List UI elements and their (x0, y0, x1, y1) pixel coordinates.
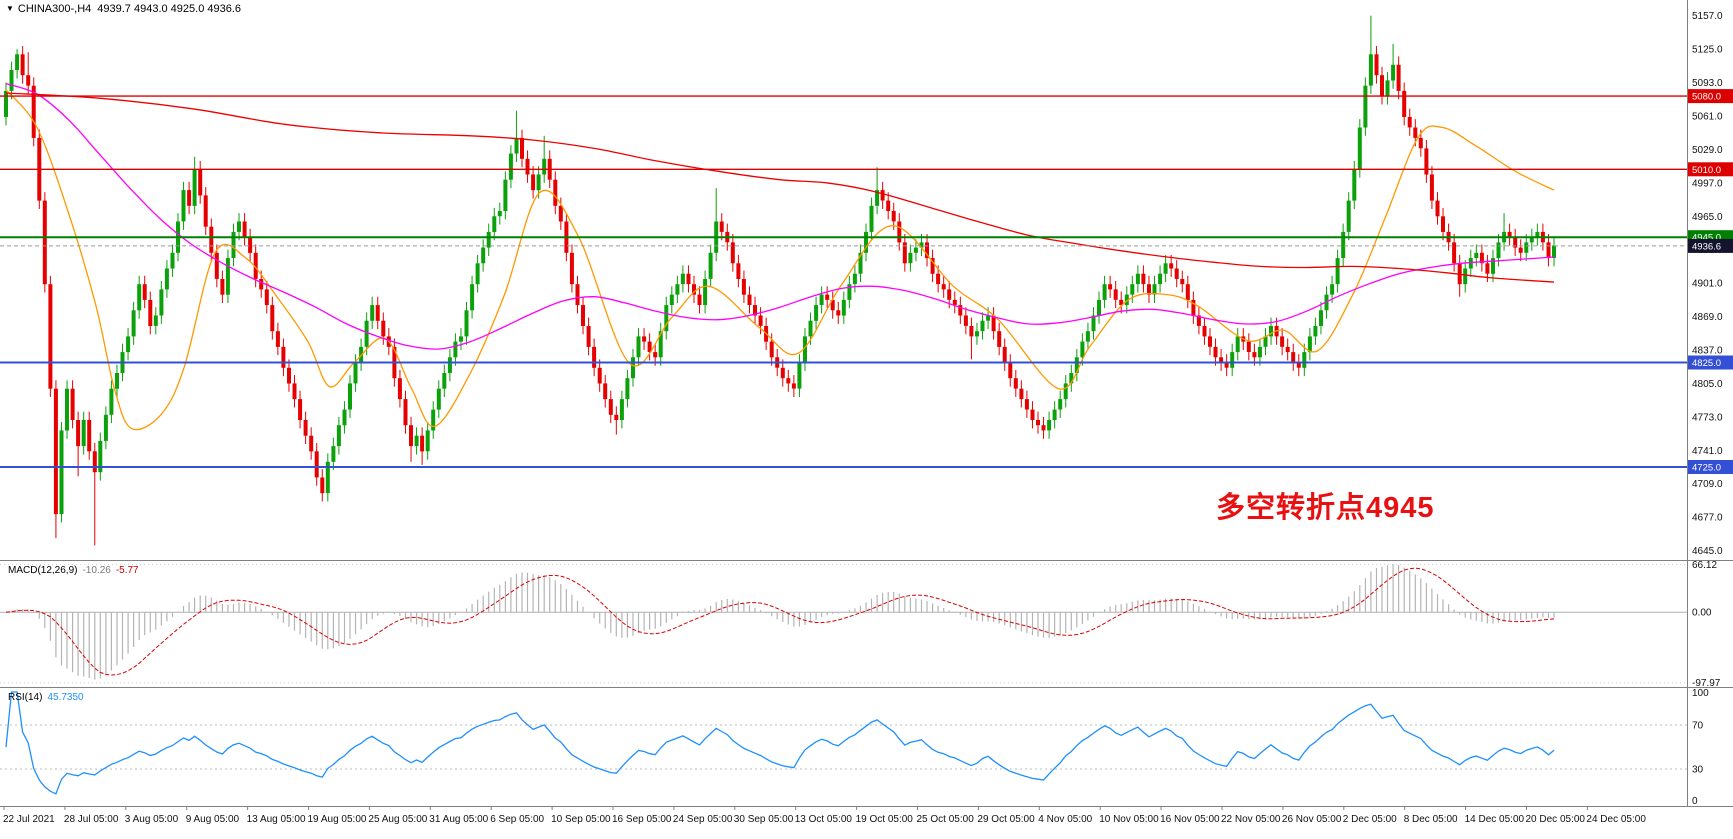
time-axis-label: 14 Dec 05:00 (1465, 814, 1525, 825)
price-badge (1688, 89, 1733, 104)
rsi-indicator-label: RSI(14) 45.7350 (8, 692, 89, 703)
time-axis-label: 26 Nov 05:00 (1282, 814, 1342, 825)
price-badge-label: 4945.0 (1692, 233, 1721, 244)
moving-averages (5, 82, 1555, 431)
time-axis-label: 2 Dec 05:00 (1343, 814, 1397, 825)
price-axis-label: 4709.0 (1692, 479, 1723, 490)
price-badge-label: 5010.0 (1692, 165, 1721, 176)
price-badge (1688, 460, 1733, 474)
time-axis-label: 9 Aug 05:00 (186, 814, 240, 825)
price-badge (1688, 162, 1733, 177)
ma-fast-orange (5, 89, 1555, 431)
price-axis-label: 4741.0 (1692, 446, 1723, 457)
price-badge (1688, 238, 1733, 253)
price-axis-label: 4773.0 (1692, 412, 1723, 423)
time-axis-label: 24 Sep 05:00 (673, 814, 733, 825)
macd-name: MACD(12,26,9) (8, 565, 78, 576)
price-axis-label: 4901.0 (1692, 279, 1723, 290)
price-axis-label: 4677.0 (1692, 513, 1723, 524)
time-axis-label: 29 Oct 05:00 (977, 814, 1035, 825)
rsi-line (5, 691, 1555, 795)
rsi-axis-label: 0 (1692, 796, 1698, 807)
time-axis-label: 25 Oct 05:00 (917, 814, 975, 825)
time-axis-label: 20 Dec 05:00 (1526, 814, 1586, 825)
time-axis-label: 22 Jul 2021 (3, 814, 55, 825)
symbol-timeframe-label: CHINA300-,H4 (17, 3, 92, 15)
pane-separators[interactable] (0, 0, 1733, 807)
time-axis-label: 24 Dec 05:00 (1586, 814, 1646, 825)
price-axis-label: 5157.0 (1692, 11, 1723, 22)
macd-pane: 66.12 0.00 -97.97 (0, 560, 1721, 689)
candlestick-series (4, 15, 1556, 546)
time-axis-label: 16 Nov 05:00 (1160, 814, 1220, 825)
rsi-value: 45.7350 (47, 692, 84, 703)
price-axis-label: 5061.0 (1692, 112, 1723, 123)
time-axis-label: 3 Aug 05:00 (125, 814, 179, 825)
price-axis-label: 4869.0 (1692, 312, 1723, 323)
macd-axis-label: 66.12 (1692, 560, 1717, 571)
time-axis-label: 22 Nov 05:00 (1221, 814, 1281, 825)
rsi-name: RSI(14) (8, 692, 43, 703)
time-axis-label: 8 Dec 05:00 (1404, 814, 1458, 825)
macd-signal-value: -5.77 (115, 565, 139, 576)
price-badge-label: 4825.0 (1692, 358, 1721, 369)
pivot-annotation-text[interactable]: 多空转折点4945 (1216, 492, 1435, 524)
time-axis-label: 31 Aug 05:00 (429, 814, 488, 825)
symbol-header: ▼ CHINA300-,H4 4939.7 4943.0 4925.0 4936.6 (6, 3, 241, 15)
ma-mid-magenta (5, 82, 1555, 350)
macd-axis-label: -97.97 (1692, 678, 1721, 689)
price-axis-label: 4805.0 (1692, 379, 1723, 390)
time-axis-label: 13 Aug 05:00 (247, 814, 306, 825)
time-axis-label: 25 Aug 05:00 (368, 814, 427, 825)
price-axis-label: 4965.0 (1692, 212, 1723, 223)
price-axis-label: 4645.0 (1692, 546, 1723, 557)
rsi-pane: 100 70 30 0 (0, 688, 1709, 807)
macd-axis-label: 0.00 (1692, 608, 1712, 619)
ohlc-values: 4939.7 4943.0 4925.0 4936.6 (97, 3, 242, 15)
price-axis-label: 4837.0 (1692, 346, 1723, 357)
time-axis-label: 10 Nov 05:00 (1099, 814, 1159, 825)
price-badge-label: 4725.0 (1692, 463, 1721, 474)
time-axis-label: 6 Sep 05:00 (490, 814, 544, 825)
price-axis-label: 4997.0 (1692, 178, 1723, 189)
time-axis-label: 30 Sep 05:00 (734, 814, 794, 825)
ma-slow-red (5, 92, 1555, 283)
time-axis-label: 19 Oct 05:00 (856, 814, 914, 825)
price-axis-label: 5093.0 (1692, 78, 1723, 89)
price-badge-label: 5080.0 (1692, 92, 1721, 103)
dropdown-arrow-icon: ▼ (6, 4, 14, 13)
price-badge (1688, 355, 1733, 370)
rsi-axis-label: 70 (1692, 721, 1704, 732)
macd-main-value: -10.26 (82, 565, 111, 576)
price-badge-label: 4936.6 (1692, 241, 1721, 252)
time-axis-label: 13 Oct 05:00 (795, 814, 853, 825)
price-axis-label: 5125.0 (1692, 45, 1723, 56)
macd-signal-line (5, 567, 1555, 676)
macd-indicator-label: MACD(12,26,9) -10.26 -5.77 (8, 565, 144, 576)
time-axis-label: 28 Jul 05:00 (64, 814, 119, 825)
time-axis-label: 19 Aug 05:00 (308, 814, 367, 825)
price-axis[interactable]: 5157.0 5125.0 5093.0 5061.0 5029.0 4997.0 4965… (1688, 11, 1733, 557)
time-axis-label: 16 Sep 05:00 (612, 814, 672, 825)
rsi-axis-label: 30 (1692, 765, 1704, 776)
time-axis-label: 10 Sep 05:00 (551, 814, 611, 825)
horizontal-levels[interactable] (0, 95, 1687, 468)
price-axis-label: 5029.0 (1692, 145, 1723, 156)
time-axis-label: 4 Nov 05:00 (1038, 814, 1092, 825)
rsi-axis-label: 100 (1692, 688, 1709, 699)
time-axis[interactable]: 22 Jul 2021 28 Jul 05:00 3 Aug 05:00 9 Aug … (3, 806, 1646, 825)
